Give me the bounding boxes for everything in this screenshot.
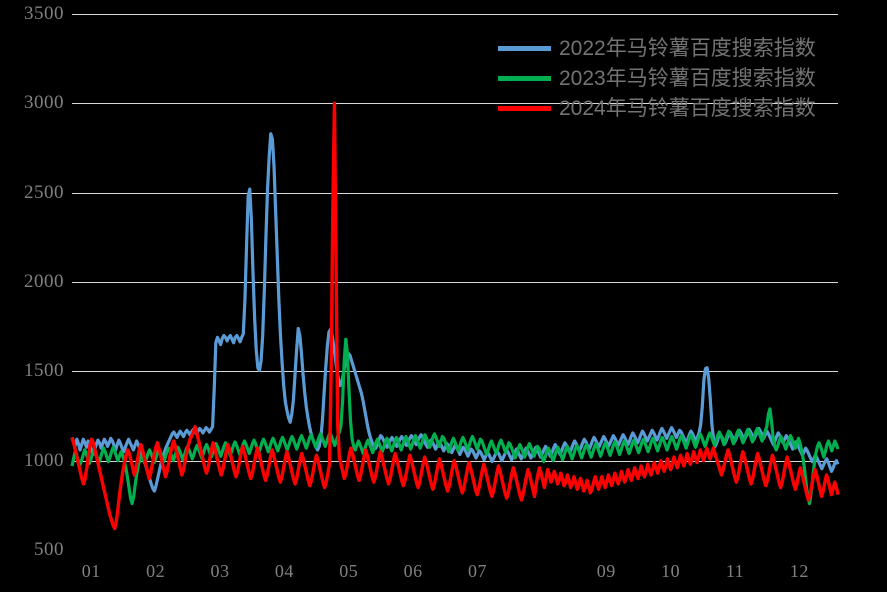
legend-item-2024: 2024年马铃薯百度搜索指数 xyxy=(498,93,816,123)
plot-area xyxy=(70,14,840,550)
x-tick-01: 01 xyxy=(81,561,101,581)
y-tick-1000: 1000 xyxy=(24,449,64,471)
gridline-3500 xyxy=(72,14,838,15)
chart-legend: 2022年马铃薯百度搜索指数 2023年马铃薯百度搜索指数 2024年马铃薯百度… xyxy=(498,33,816,123)
series-line-2024 xyxy=(70,101,840,531)
x-tick-10: 10 xyxy=(661,561,681,581)
x-tick-09: 09 xyxy=(596,561,616,581)
x-tick-02: 02 xyxy=(146,561,166,581)
y-tick-3500: 3500 xyxy=(24,3,64,24)
legend-item-2022: 2022年马铃薯百度搜索指数 xyxy=(498,33,816,63)
gridline-3000 xyxy=(72,103,838,105)
x-tick-05: 05 xyxy=(339,561,359,581)
x-tick-12: 12 xyxy=(789,561,809,581)
gridline-2500 xyxy=(72,192,838,194)
y-tick-500: 500 xyxy=(34,539,64,560)
gridline-1500 xyxy=(72,371,838,373)
legend-swatch-2022 xyxy=(498,45,551,51)
y-tick-1500: 1500 xyxy=(24,360,64,382)
legend-label-2022: 2022年马铃薯百度搜索指数 xyxy=(559,36,816,60)
legend-label-2023: 2023年马铃薯百度搜索指数 xyxy=(559,66,816,90)
gridline-2000 xyxy=(72,282,838,283)
series-line-2023 xyxy=(70,337,840,506)
x-tick-03: 03 xyxy=(210,561,230,581)
y-tick-3000: 3000 xyxy=(24,92,64,114)
legend-swatch-2023 xyxy=(498,75,551,81)
legend-item-2023: 2023年马铃薯百度搜索指数 xyxy=(498,63,816,93)
y-tick-2000: 2000 xyxy=(24,271,64,292)
y-tick-2500: 2500 xyxy=(24,181,64,203)
legend-label-2024: 2024年马铃薯百度搜索指数 xyxy=(559,96,816,120)
x-tick-06: 06 xyxy=(403,561,423,581)
x-tick-04: 04 xyxy=(274,561,294,581)
x-tick-07: 07 xyxy=(468,561,488,581)
legend-swatch-2024 xyxy=(498,105,551,111)
x-tick-11: 11 xyxy=(725,561,745,581)
